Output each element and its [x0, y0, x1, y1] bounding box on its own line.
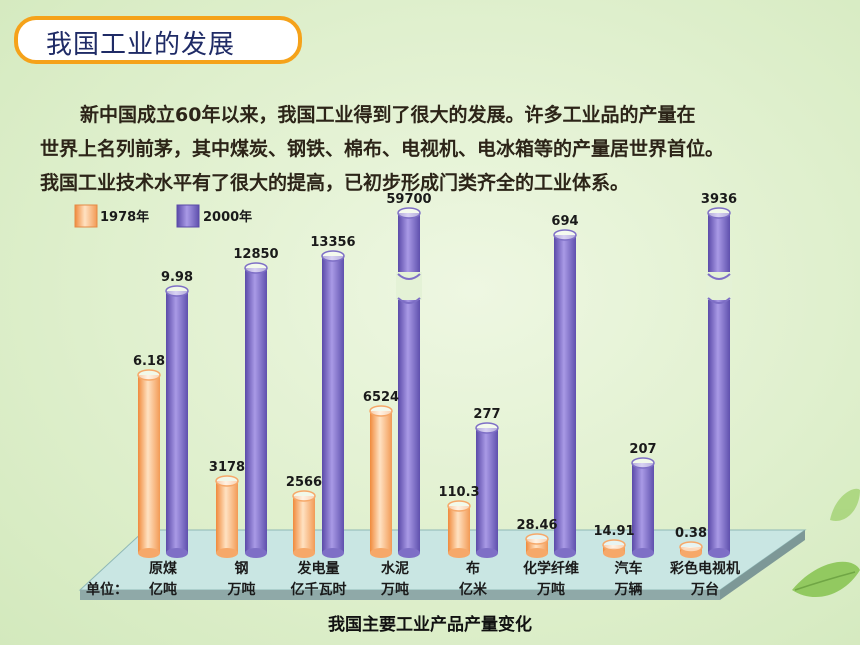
data-label-2000-2: 13356 [310, 235, 355, 250]
chart-floor-edge [80, 590, 720, 600]
unit-label-3: 万吨 [380, 581, 409, 598]
bar-1978-0 [137, 369, 161, 558]
category-label-7: 彩色电视机 [669, 560, 740, 577]
category-label-0: 原煤 [149, 560, 178, 577]
bar-2000-2 [321, 250, 345, 558]
data-label-2000-4: 277 [473, 407, 500, 422]
bar-2000-3 [397, 207, 421, 558]
legend-label-1978: 1978年 [100, 209, 149, 225]
bar-1978-1 [215, 475, 239, 558]
category-label-2: 发电量 [297, 560, 340, 577]
bar-1978-4 [447, 500, 471, 558]
bar-2000-4 [475, 422, 499, 558]
intro-paragraph: 新中国成立60年以来，我国工业得到了很大的发展。许多工业品的产量在 世界上名列前… [40, 98, 855, 200]
bar-2000-6 [631, 457, 655, 558]
bar-1978-2 [292, 490, 316, 558]
intro-line-3: 我国工业技术水平有了很大的提高，已初步形成门类齐全的工业体系。 [40, 172, 630, 194]
bar-2000-1 [244, 262, 268, 558]
bar-1978-6 [602, 539, 626, 558]
chart-floor-side [720, 530, 805, 600]
axis-break-mark-top-7 [707, 273, 731, 280]
title-banner: 我国工业的发展 [14, 16, 302, 64]
intro-line-1: 新中国成立60年以来，我国工业得到了很大的发展。许多工业品的产量在 [80, 104, 696, 126]
legend-label-2000: 2000年 [203, 209, 252, 225]
data-label-1978-1: 3178 [209, 460, 245, 475]
axis-break-mark-bottom-7 [707, 297, 731, 304]
chart-caption: 我国主要工业产品产量变化 [328, 615, 532, 635]
unit-label-7: 万台 [690, 581, 719, 598]
data-label-1978-7: 0.38 [675, 526, 707, 541]
unit-label-2: 亿千瓦时 [291, 581, 347, 598]
data-label-2000-1: 12850 [233, 247, 278, 262]
data-label-1978-4: 110.3 [438, 485, 479, 500]
legend-swatch-2000 [176, 204, 200, 228]
category-label-5: 化学纤维 [523, 560, 579, 577]
data-label-2000-5: 694 [551, 214, 578, 229]
leaf-decoration [792, 488, 860, 598]
category-label-3: 水泥 [381, 560, 409, 577]
data-label-1978-3: 6524 [363, 390, 399, 405]
category-label-6: 汽车 [615, 560, 643, 577]
data-label-1978-6: 14.91 [593, 524, 634, 539]
unit-label-0: 亿吨 [149, 581, 177, 598]
unit-label-6: 万辆 [614, 581, 643, 598]
bar-2000-5 [553, 229, 577, 558]
axis-break-mark-top-3 [397, 273, 421, 280]
unit-label-4: 亿米 [459, 581, 488, 598]
legend-swatch-1978 [74, 204, 98, 228]
unit-label-1: 万吨 [227, 581, 256, 598]
unit-prefix: 单位： [86, 581, 128, 598]
bar-1978-5 [525, 533, 549, 558]
data-label-2000-6: 207 [629, 442, 656, 457]
category-label-4: 布 [466, 560, 480, 577]
data-label-1978-5: 28.46 [516, 518, 557, 533]
category-label-1: 钢 [235, 560, 249, 577]
bar-1978-7 [679, 541, 703, 558]
bar-2000-0 [165, 285, 189, 558]
intro-line-2: 世界上名列前茅，其中煤炭、钢铁、棉布、电视机、电冰箱等的产量居世界首位。 [40, 138, 725, 160]
data-label-2000-0: 9.98 [161, 270, 193, 285]
bar-2000-7 [707, 207, 731, 558]
bar-1978-3 [369, 405, 393, 558]
data-label-2000-3: 59700 [386, 192, 431, 207]
page-title: 我国工业的发展 [46, 30, 236, 60]
data-label-1978-0: 6.18 [133, 354, 165, 369]
data-label-2000-7: 3936 [701, 192, 737, 207]
data-label-1978-2: 2566 [286, 475, 322, 490]
axis-break-mark-bottom-3 [397, 297, 421, 304]
unit-label-5: 万吨 [536, 581, 565, 598]
